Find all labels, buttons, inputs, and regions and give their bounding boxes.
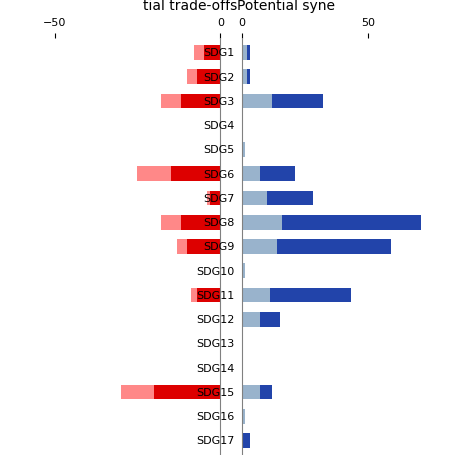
Bar bbox=[273, 94, 323, 108]
Bar bbox=[197, 288, 220, 302]
Bar bbox=[247, 45, 250, 60]
Bar bbox=[260, 385, 273, 399]
Bar bbox=[187, 239, 220, 254]
Bar bbox=[210, 191, 220, 205]
Bar bbox=[242, 191, 267, 205]
Bar bbox=[191, 288, 220, 302]
Bar bbox=[121, 385, 220, 399]
Bar bbox=[242, 94, 273, 108]
Bar bbox=[242, 45, 247, 60]
Bar bbox=[204, 45, 220, 60]
Bar bbox=[277, 239, 391, 254]
Bar bbox=[171, 166, 220, 181]
Bar bbox=[242, 312, 260, 327]
Bar bbox=[242, 288, 270, 302]
Bar bbox=[260, 312, 280, 327]
Bar bbox=[187, 70, 220, 84]
Bar bbox=[242, 385, 260, 399]
Bar bbox=[242, 215, 283, 229]
Bar bbox=[161, 94, 220, 108]
Bar bbox=[247, 70, 250, 84]
Bar bbox=[242, 264, 245, 278]
Bar bbox=[242, 70, 247, 84]
Bar bbox=[267, 191, 313, 205]
Bar bbox=[197, 70, 220, 84]
Bar bbox=[242, 166, 260, 181]
Bar bbox=[154, 385, 220, 399]
Bar bbox=[270, 288, 351, 302]
Bar bbox=[242, 239, 277, 254]
Bar bbox=[181, 215, 220, 229]
Bar bbox=[242, 142, 245, 157]
Bar bbox=[161, 215, 220, 229]
Bar bbox=[137, 166, 220, 181]
Text: tial trade-offs: tial trade-offs bbox=[143, 0, 237, 13]
Bar bbox=[181, 94, 220, 108]
Bar bbox=[242, 433, 250, 448]
Bar bbox=[283, 215, 421, 229]
Bar bbox=[177, 239, 220, 254]
Text: Potential syne: Potential syne bbox=[237, 0, 335, 13]
Bar bbox=[242, 409, 245, 423]
Bar bbox=[260, 166, 295, 181]
Bar bbox=[194, 45, 220, 60]
Bar bbox=[207, 191, 220, 205]
